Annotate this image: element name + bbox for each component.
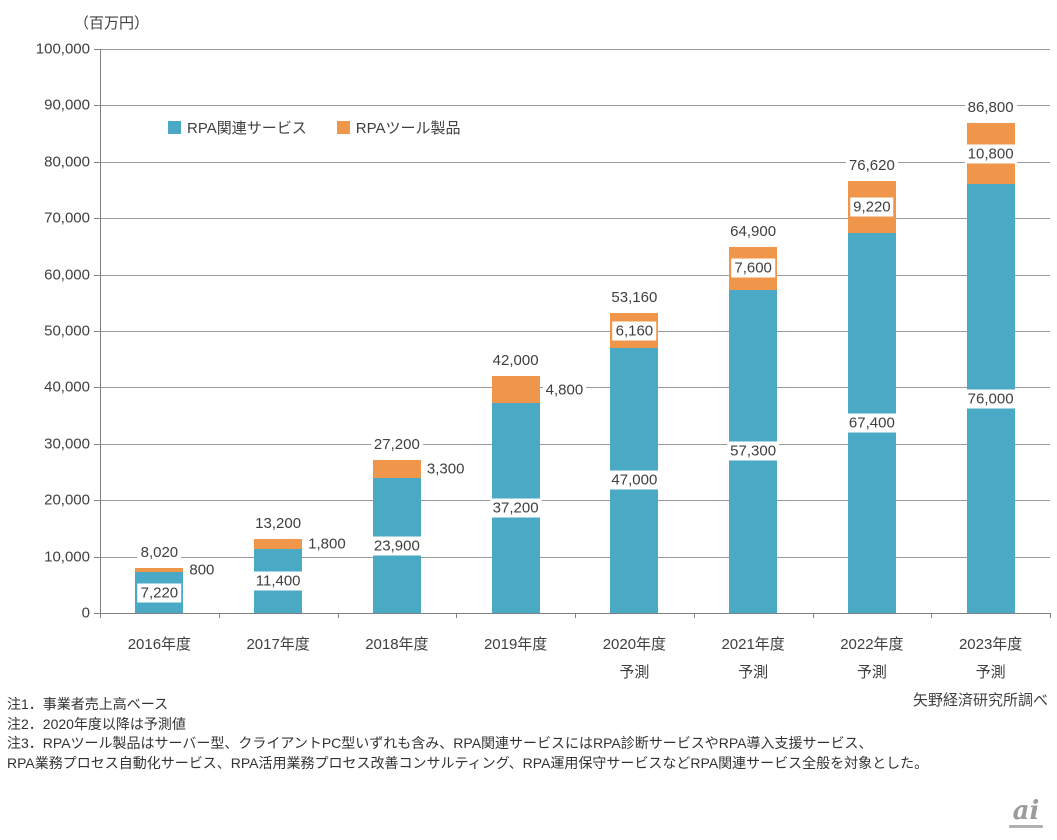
total-value-label: 8,020 <box>137 542 182 562</box>
y-axis-tick <box>94 218 100 220</box>
tools-value-label: 9,220 <box>850 197 894 217</box>
x-axis-tick <box>931 613 933 618</box>
notes-block: 注1．事業者売上高ベース 注2．2020年度以降は予測値 注3．RPAツール製品… <box>7 695 928 773</box>
asahi-interactive-logo: ai <box>1009 798 1043 828</box>
y-tick-label: 60,000 <box>44 266 90 284</box>
total-value-label: 27,200 <box>370 434 423 454</box>
tools-value-label: 800 <box>186 560 218 580</box>
x-tick-label: 2018年度 <box>365 636 429 653</box>
total-value-label: 76,620 <box>845 155 898 175</box>
x-axis-tick <box>812 613 814 618</box>
x-axis-tick <box>693 613 695 618</box>
gridline-20000 <box>100 500 1050 502</box>
y-axis-tick <box>94 500 100 502</box>
services-value-label: 23,900 <box>370 536 423 556</box>
services-value-label: 37,200 <box>489 498 542 518</box>
gridline-70000 <box>100 218 1050 220</box>
y-tick-label: 10,000 <box>44 548 90 566</box>
tools-value-label: 4,800 <box>542 380 587 400</box>
legend: RPA関連サービス RPAツール製品 <box>168 117 460 138</box>
services-value-label: 47,000 <box>608 470 661 490</box>
y-axis-tick <box>94 556 100 558</box>
y-tick-label: 0 <box>81 604 90 622</box>
gridline-100000 <box>100 49 1050 50</box>
x-tick-label: 2017年度 <box>246 636 310 653</box>
x-tick-label: 2016年度 <box>127 636 192 653</box>
tools-value-label: 7,600 <box>731 258 775 278</box>
bar-segment-tools-2018年度 <box>372 459 421 479</box>
x-tick-label: 2022年度 <box>840 636 904 653</box>
services-value-label: 57,300 <box>727 441 780 461</box>
y-tick-label: 40,000 <box>44 378 90 396</box>
logo-subtext-bar <box>1009 825 1043 828</box>
gridline-10000 <box>100 556 1050 558</box>
y-axis-tick <box>94 331 100 332</box>
x-tick-label: 2023年度 <box>958 636 1023 653</box>
bar-segment-tools-2016年度 <box>135 567 184 573</box>
x-tick-forecast-label: 予測 <box>856 664 887 681</box>
legend-swatch-services-icon <box>168 121 181 134</box>
note-line-1: 注1．事業者売上高ベース <box>7 696 169 712</box>
x-axis-tick <box>218 613 220 618</box>
legend-swatch-tools-icon <box>336 121 350 134</box>
y-tick-label: 20,000 <box>44 491 90 509</box>
y-tick-label: 90,000 <box>44 96 90 114</box>
y-axis-tick <box>94 387 100 389</box>
legend-label-services: RPA関連サービス <box>187 120 307 137</box>
gridline-90000 <box>100 105 1050 107</box>
services-value-label: 67,400 <box>845 413 898 433</box>
services-value-label: 7,220 <box>137 583 182 603</box>
services-value-label: 76,000 <box>964 389 1017 409</box>
tools-value-label: 3,300 <box>423 459 468 479</box>
tools-value-label: 6,160 <box>612 321 657 341</box>
services-value-label: 11,400 <box>252 571 304 591</box>
note-line-3: 注3．RPAツール製品はサーバー型、クライアントPC型いずれも含み、RPA関連サ… <box>7 735 873 751</box>
total-value-label: 53,160 <box>608 288 661 308</box>
y-axis-tick <box>94 613 100 614</box>
y-axis-tick <box>94 443 100 445</box>
y-axis-tick <box>94 161 100 163</box>
x-tick-forecast-label: 予測 <box>619 664 650 681</box>
gridline-50000 <box>100 331 1050 332</box>
gridline-30000 <box>100 443 1050 445</box>
note-line-2: 注2．2020年度以降は予測値 <box>7 715 186 732</box>
legend-label-tools: RPAツール製品 <box>355 120 461 137</box>
x-tick-label: 2020年度 <box>602 636 667 653</box>
x-axis-tick <box>456 613 458 618</box>
x-axis-tick <box>100 613 101 618</box>
total-value-label: 13,200 <box>252 513 305 533</box>
gridline-80000 <box>100 161 1050 163</box>
y-tick-label: 100,000 <box>35 40 90 58</box>
bar-segment-tools-2017年度 <box>254 538 303 549</box>
total-value-label: 64,900 <box>727 221 780 241</box>
total-value-label: 86,800 <box>964 98 1017 118</box>
note-line-4: RPA業務プロセス自動化サービス、RPA活用業務プロセス改善コンサルティング、R… <box>7 754 929 771</box>
y-tick-label: 70,000 <box>44 209 90 227</box>
x-axis-tick <box>337 613 339 618</box>
y-axis-line <box>100 49 101 613</box>
x-tick-forecast-label: 予測 <box>975 664 1006 681</box>
bar-segment-tools-2019年度 <box>491 376 540 404</box>
legend-item-tools: RPAツール製品 <box>336 117 461 138</box>
x-tick-label: 2019年度 <box>483 636 548 653</box>
tools-value-label: 1,800 <box>305 534 349 554</box>
y-axis-tick <box>94 49 100 50</box>
y-tick-label: 50,000 <box>44 322 90 340</box>
x-tick-label: 2021年度 <box>721 636 785 653</box>
y-tick-label: 80,000 <box>44 153 90 171</box>
y-axis-tick <box>94 105 100 107</box>
total-value-label: 42,000 <box>489 351 542 371</box>
source-credit: 矢野経済研究所調べ <box>912 692 1048 709</box>
y-axis-tick <box>94 274 100 276</box>
logo-text: ai <box>1012 796 1040 826</box>
legend-item-services: RPA関連サービス <box>168 117 307 138</box>
tools-value-label: 10,800 <box>964 144 1017 164</box>
gridline-60000 <box>100 274 1050 276</box>
x-axis-tick <box>1050 613 1051 618</box>
y-tick-label: 30,000 <box>44 435 90 453</box>
x-tick-forecast-label: 予測 <box>738 664 769 681</box>
x-axis-tick <box>575 613 576 618</box>
y-axis-unit-label: （百万円） <box>74 15 150 32</box>
